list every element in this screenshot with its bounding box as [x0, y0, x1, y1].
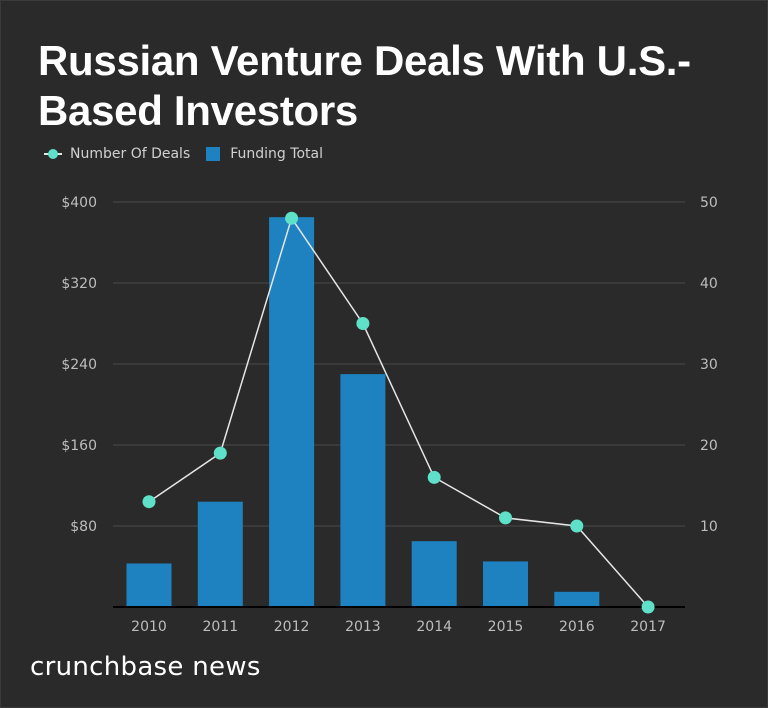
right-tick-label: 30 — [700, 357, 718, 373]
deals-point-2010 — [142, 495, 156, 509]
legend-line-marker-icon — [44, 149, 62, 159]
x-tick-label: 2014 — [416, 619, 452, 635]
bar-2013 — [340, 374, 386, 607]
right-tick-label: 10 — [700, 519, 718, 535]
legend-item-funding: Funding Total — [206, 146, 323, 162]
deals-point-2012 — [285, 211, 299, 225]
x-tick-label: 2013 — [345, 619, 381, 635]
deals-point-2016 — [570, 519, 584, 533]
bar-2016 — [554, 591, 600, 607]
x-tick-label: 2010 — [131, 619, 167, 635]
deals-point-2017 — [641, 600, 655, 614]
legend: Number Of Deals Funding Total — [44, 146, 339, 162]
deals-point-2013 — [356, 317, 370, 330]
right-tick-label: 50 — [700, 195, 718, 211]
bar-2014 — [411, 541, 457, 607]
right-tick-label: 20 — [700, 438, 718, 454]
x-tick-label: 2015 — [488, 619, 524, 635]
bar-2012 — [269, 217, 315, 607]
deals-line — [148, 216, 649, 608]
x-tick-label: 2017 — [630, 619, 666, 635]
left-tick-label: $160 — [61, 438, 97, 454]
x-tick-label: 2016 — [559, 619, 595, 635]
legend-square-icon — [206, 147, 221, 161]
bar-2010 — [126, 563, 172, 607]
bar-2015 — [483, 561, 528, 607]
left-tick-label: $400 — [61, 195, 97, 211]
x-tick-label: 2011 — [202, 619, 238, 635]
deals-point-2015 — [499, 511, 512, 525]
chart-title: Russian Venture Deals With U.S.-Based In… — [38, 37, 691, 134]
legend-label-deals: Number Of Deals — [70, 146, 191, 162]
deals-point-2014 — [427, 470, 441, 484]
brand-logo: crunchbase news — [30, 652, 261, 682]
bar-2011 — [197, 501, 243, 607]
legend-label-funding: Funding Total — [230, 146, 323, 162]
right-tick-label: 40 — [700, 276, 718, 292]
legend-item-deals: Number Of Deals — [44, 146, 190, 162]
left-tick-label: $240 — [61, 357, 97, 373]
x-tick-label: 2012 — [274, 619, 310, 635]
left-tick-label: $80 — [70, 519, 97, 535]
left-tick-label: $320 — [61, 276, 97, 292]
deals-point-2011 — [213, 446, 227, 460]
